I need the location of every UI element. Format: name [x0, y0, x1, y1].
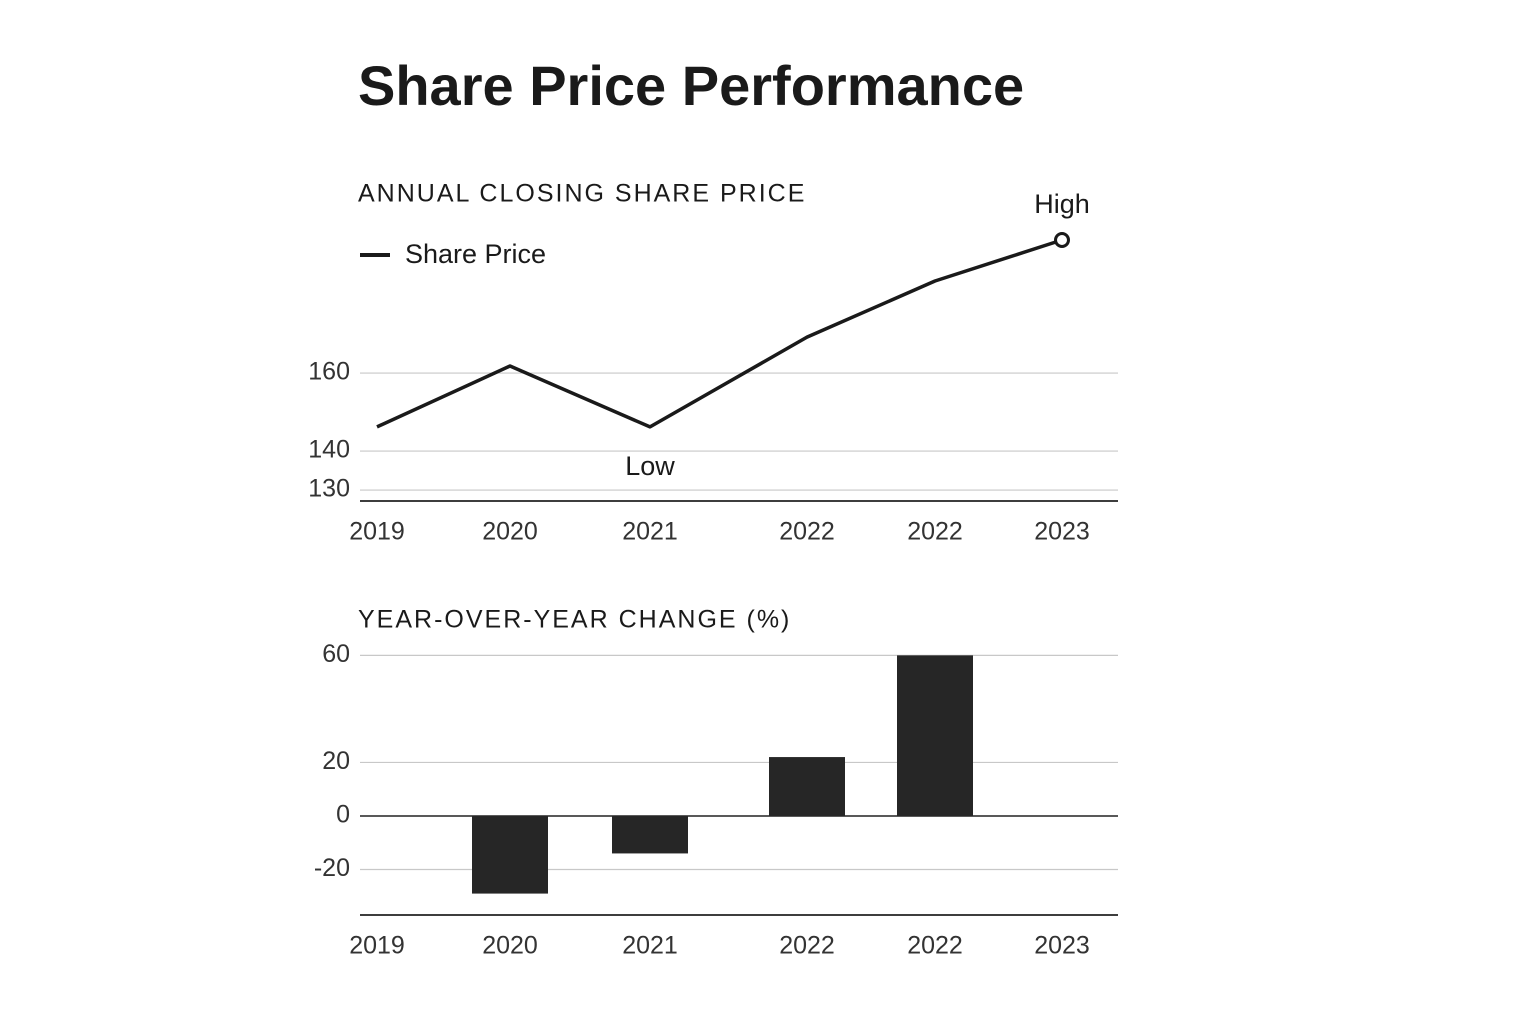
- x-tick-label: 2020: [482, 518, 538, 546]
- y-tick-label: 20: [322, 747, 350, 775]
- bar: [769, 757, 845, 816]
- x-tick-label: 2023: [1034, 518, 1090, 546]
- x-tick-label: 2023: [1034, 932, 1090, 960]
- y-tick-label: -20: [314, 854, 350, 882]
- annotation: Low: [625, 451, 675, 481]
- x-tick-label: 2022: [779, 932, 835, 960]
- x-tick-label: 2019: [349, 518, 405, 546]
- x-tick-label: 2021: [622, 518, 678, 546]
- x-tick-label: 2020: [482, 932, 538, 960]
- x-tick-label: 2022: [779, 518, 835, 546]
- y-tick-label: 160: [308, 358, 350, 386]
- x-tick-label: 2019: [349, 932, 405, 960]
- bar: [612, 815, 688, 854]
- chart-title: YEAR-OVER-YEAR CHANGE (%): [358, 606, 791, 634]
- y-tick-label: 60: [322, 640, 350, 668]
- x-tick-label: 2022: [907, 932, 963, 960]
- bar: [897, 655, 973, 816]
- legend-label: Share Price: [405, 239, 546, 269]
- bar: [472, 815, 548, 894]
- chart-title: ANNUAL CLOSING SHARE PRICE: [358, 180, 806, 208]
- y-tick-label: 0: [336, 801, 350, 829]
- x-tick-label: 2022: [907, 518, 963, 546]
- page-title: Share Price Performance: [358, 54, 1024, 117]
- annotation: High: [1034, 189, 1090, 219]
- high-marker: [1054, 232, 1070, 249]
- x-tick-label: 2021: [622, 932, 678, 960]
- y-tick-label: 130: [308, 475, 350, 503]
- price-line: [376, 238, 1063, 429]
- y-tick-label: 140: [308, 436, 350, 464]
